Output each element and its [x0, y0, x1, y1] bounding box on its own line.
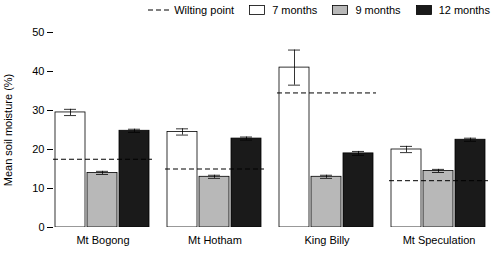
svg-text:40: 40 [32, 65, 44, 77]
html-text:9 months: 9 months [355, 4, 401, 16]
html-text:7 months: 7 months [272, 4, 318, 16]
svg-text:0: 0 [38, 221, 44, 233]
svg-text:20: 20 [32, 143, 44, 155]
svg-text:Mt Bogong: Mt Bogong [76, 234, 129, 246]
svg-text:50: 50 [32, 26, 44, 38]
svg-text:30: 30 [32, 104, 44, 116]
html-text:12 months: 12 months [438, 4, 490, 16]
svg-text:Mean soil moisture (%): Mean soil moisture (%) [2, 74, 14, 186]
html-text:Wilting point: Wilting point [174, 4, 235, 16]
svg-text:Mt Speculation: Mt Speculation [403, 234, 476, 246]
svg-text:King Billy: King Billy [304, 234, 350, 246]
svg-text:Mt Hotham: Mt Hotham [188, 234, 242, 246]
svg-text:10: 10 [32, 182, 44, 194]
